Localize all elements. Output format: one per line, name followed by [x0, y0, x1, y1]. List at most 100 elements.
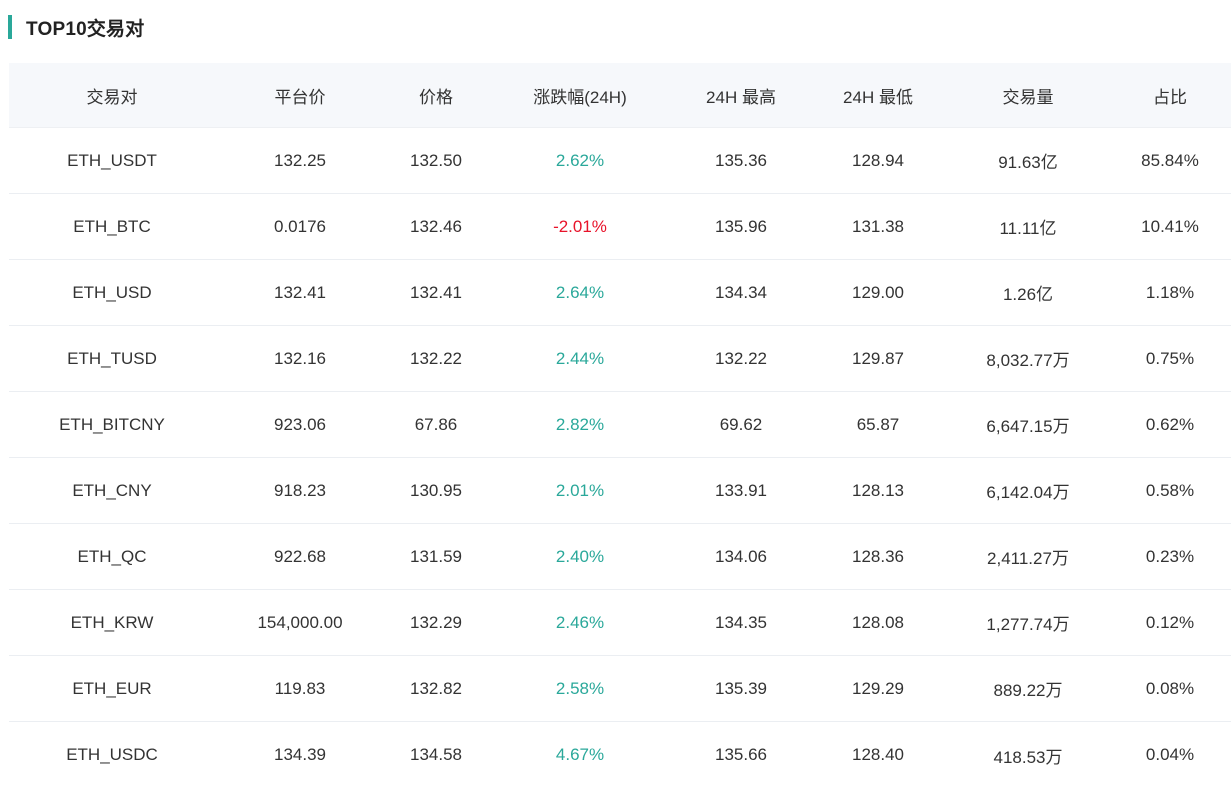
trading-pairs-table: 交易对 平台价 价格 涨跌幅(24H) 24H 最高 24H 最低 交易量 占比… — [9, 63, 1231, 788]
cell-high: 135.39 — [715, 678, 767, 698]
cell-pair[interactable]: ETH_KRW — [70, 612, 154, 632]
cell-volume: 6,142.04万 — [986, 483, 1070, 502]
cell-price: 132.46 — [410, 216, 462, 236]
cell-low: 128.40 — [852, 745, 904, 764]
cell-low: 128.94 — [852, 150, 904, 170]
cell-share: 0.12% — [1145, 612, 1195, 632]
cell-platform-price: 119.83 — [274, 678, 326, 698]
cell-low: 128.08 — [852, 612, 904, 632]
cell-change: 2.82% — [555, 414, 605, 434]
cell-volume: 418.53万 — [993, 747, 1063, 767]
table-row[interactable]: ETH_CNY 918.23 130.95 2.01% 133.91 128.13 6,14… — [9, 458, 1231, 524]
cell-price: 131.59 — [410, 546, 462, 566]
cell-share: 0.62% — [1145, 414, 1195, 434]
cell-low: 131.38 — [852, 216, 904, 236]
cell-change: 2.40% — [555, 546, 605, 566]
column-header-low: 24H 最低 — [843, 87, 913, 107]
cell-high: 134.35 — [715, 612, 767, 632]
cell-low: 129.87 — [852, 348, 904, 368]
cell-pair[interactable]: ETH_QC — [77, 546, 147, 566]
cell-change: 2.44% — [555, 348, 605, 368]
cell-price: 132.50 — [410, 150, 462, 170]
cell-volume: 1,277.74万 — [986, 615, 1070, 634]
cell-volume: 11.11亿 — [999, 219, 1057, 238]
table-body: ETH_USDT 132.25 132.50 2.62% 135.36 128.94 91.… — [9, 128, 1231, 788]
cell-platform-price: 918.23 — [274, 480, 326, 500]
section-accent-bar — [8, 15, 12, 39]
cell-platform-price: 154,000.00 — [257, 612, 343, 632]
cell-platform-price: 134.39 — [274, 745, 326, 764]
column-header-platform-price: 平台价 — [274, 87, 326, 107]
cell-pair[interactable]: ETH_EUR — [72, 678, 152, 698]
table-row[interactable]: ETH_BTC 0.0176 132.46 -2.01% 135.96 131.38 11.… — [9, 194, 1231, 260]
table-row[interactable]: ETH_TUSD 132.16 132.22 2.44% 132.22 129.87 8,0… — [9, 326, 1231, 392]
cell-platform-price: 0.0176 — [274, 216, 326, 236]
cell-share: 1.18% — [1145, 282, 1195, 302]
cell-volume: 889.22万 — [993, 681, 1063, 700]
cell-price: 134.58 — [410, 745, 462, 764]
cell-volume: 91.63亿 — [998, 153, 1058, 172]
column-header-change: 涨跌幅(24H) — [533, 87, 627, 107]
cell-high: 132.22 — [715, 348, 767, 368]
section-header: TOP10交易对 — [8, 14, 144, 40]
table-row[interactable]: ETH_BITCNY 923.06 67.86 2.82% 69.62 65.87 6,64… — [9, 392, 1231, 458]
cell-share: 0.23% — [1145, 546, 1195, 566]
cell-change: 4.67% — [555, 745, 605, 764]
cell-low: 65.87 — [856, 414, 900, 434]
cell-price: 132.82 — [410, 678, 462, 698]
cell-change: 2.62% — [555, 150, 605, 170]
cell-price: 132.41 — [410, 282, 462, 302]
cell-pair[interactable]: ETH_USD — [72, 282, 152, 302]
column-header-volume: 交易量 — [1002, 87, 1054, 107]
column-header-pair: 交易对 — [86, 87, 138, 107]
cell-high: 133.91 — [715, 480, 767, 500]
cell-low: 129.29 — [852, 678, 904, 698]
cell-share: 0.75% — [1145, 348, 1195, 368]
cell-share: 0.58% — [1145, 480, 1195, 500]
cell-pair[interactable]: ETH_USDC — [66, 745, 158, 764]
cell-pair[interactable]: ETH_CNY — [72, 480, 152, 500]
table-row[interactable]: ETH_USD 132.41 132.41 2.64% 134.34 129.00 1.26… — [9, 260, 1231, 326]
cell-high: 69.62 — [719, 414, 763, 434]
cell-high: 134.06 — [715, 546, 767, 566]
cell-high: 134.34 — [715, 282, 767, 302]
cell-change: 2.46% — [555, 612, 605, 632]
cell-price: 130.95 — [410, 480, 462, 500]
cell-pair[interactable]: ETH_BTC — [73, 216, 151, 236]
cell-share: 10.41% — [1141, 216, 1199, 236]
cell-change: 2.58% — [555, 678, 605, 698]
cell-volume: 6,647.15万 — [986, 417, 1070, 436]
cell-volume: 8,032.77万 — [986, 351, 1070, 370]
column-header-share: 占比 — [1153, 87, 1187, 107]
table-row[interactable]: ETH_QC 922.68 131.59 2.40% 134.06 128.36 2,411… — [9, 524, 1231, 590]
table-row[interactable]: ETH_EUR 119.83 132.82 2.58% 135.39 129.29 889.… — [9, 656, 1231, 722]
cell-platform-price: 132.41 — [274, 282, 326, 302]
cell-share: 0.04% — [1145, 745, 1195, 764]
table-row[interactable]: ETH_KRW 154,000.00 132.29 2.46% 134.35 128.08… — [9, 590, 1231, 656]
cell-high: 135.36 — [715, 150, 767, 170]
cell-pair[interactable]: ETH_BITCNY — [59, 414, 165, 434]
cell-volume: 2,411.27万 — [987, 549, 1069, 568]
cell-change: 2.64% — [555, 282, 605, 302]
cell-platform-price: 132.16 — [274, 348, 326, 368]
column-header-high: 24H 最高 — [706, 87, 776, 107]
cell-price: 132.29 — [410, 612, 462, 632]
cell-share: 0.08% — [1145, 678, 1195, 698]
cell-change: -2.01% — [553, 216, 607, 236]
cell-platform-price: 132.25 — [274, 150, 326, 170]
cell-high: 135.96 — [715, 216, 767, 236]
section-title: TOP10交易对 — [26, 18, 145, 40]
cell-share: 85.84% — [1141, 150, 1199, 170]
table-row[interactable]: ETH_USDT 132.25 132.50 2.62% 135.36 128.94 91.… — [9, 128, 1231, 194]
cell-change: 2.01% — [555, 480, 605, 500]
cell-price: 67.86 — [414, 414, 458, 434]
cell-pair[interactable]: ETH_USDT — [67, 150, 157, 170]
column-header-price: 价格 — [419, 87, 453, 107]
table-row[interactable]: ETH_USDC 134.39 134.58 4.67% 135.66 128.40 418… — [9, 722, 1231, 788]
cell-price: 132.22 — [410, 348, 462, 368]
cell-pair[interactable]: ETH_TUSD — [67, 348, 157, 368]
cell-volume: 1.26亿 — [1002, 285, 1054, 304]
cell-low: 128.13 — [852, 480, 904, 500]
cell-platform-price: 923.06 — [274, 414, 326, 434]
cell-high: 135.66 — [715, 745, 767, 764]
